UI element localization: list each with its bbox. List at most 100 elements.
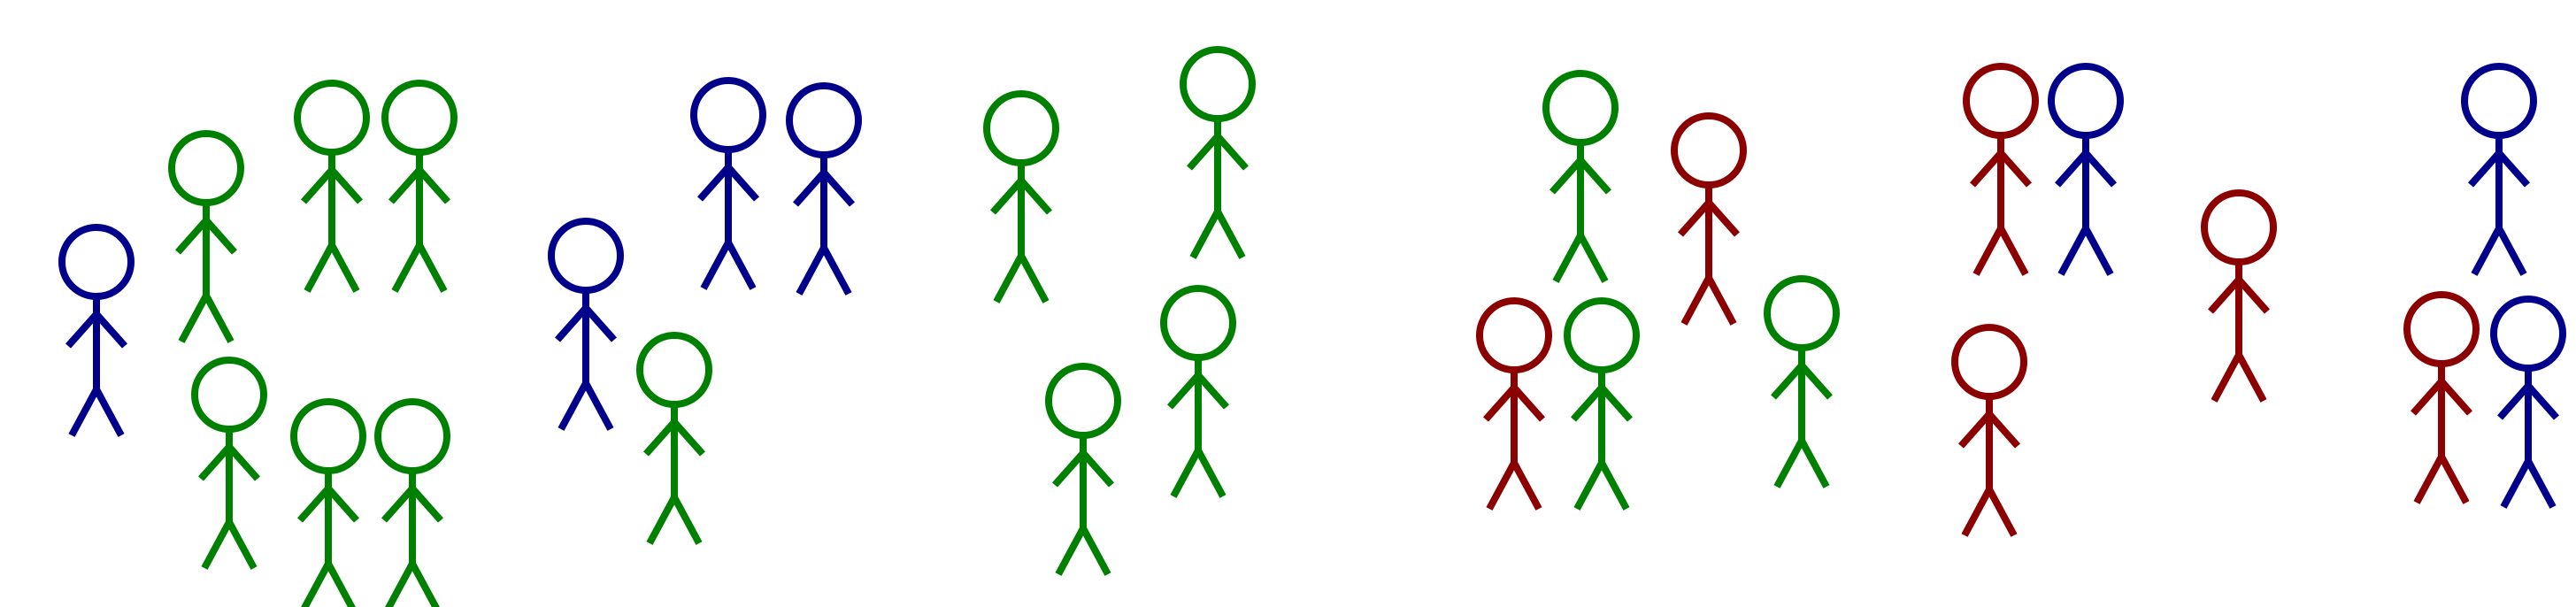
figure-right-arm: [672, 419, 705, 457]
figure-left-arm: [198, 444, 232, 481]
figure-head: [2403, 291, 2480, 367]
figure-right-arm: [204, 218, 237, 255]
figure-head: [2461, 63, 2537, 139]
figure-left-arm: [2468, 150, 2502, 188]
figure-left-leg: [2057, 227, 2089, 276]
figure-head: [168, 130, 244, 206]
figure-right-arm: [2526, 383, 2559, 420]
figure-right-arm: [410, 486, 443, 523]
stick-figure-icon: [1045, 363, 1121, 576]
figure-left-arm: [1187, 134, 1220, 171]
group-4: [1476, 70, 1840, 511]
figure-left-leg: [2500, 459, 2532, 509]
figure-right-leg: [2495, 227, 2527, 276]
group-3: [983, 46, 1256, 576]
stick-figure-icon: [2403, 291, 2480, 504]
figure-left-leg: [646, 496, 678, 545]
figure-right-leg: [226, 520, 258, 570]
figure-right-arm: [1799, 363, 1833, 400]
stick-figure-icon: [1476, 297, 1552, 511]
figure-head: [374, 398, 450, 474]
figure-head: [1476, 297, 1552, 373]
figure-right-leg: [2438, 455, 2470, 504]
figure-left-leg: [1055, 526, 1087, 576]
figure-left-arm: [175, 218, 209, 255]
group-1: [58, 80, 458, 607]
figure-right-leg: [203, 294, 235, 343]
figure-right-leg: [1511, 461, 1542, 511]
figure-right-leg: [1080, 526, 1111, 576]
figure-right-arm: [1196, 373, 1229, 410]
figure-left-arm: [643, 419, 677, 457]
figure-left-arm: [2411, 379, 2444, 416]
figure-head: [2201, 189, 2277, 265]
figure-right-leg: [325, 562, 356, 607]
stick-figure-icon: [2461, 63, 2537, 276]
figure-head: [636, 332, 712, 408]
figure-left-arm: [1771, 363, 1804, 400]
stick-figure-icon: [1963, 63, 2039, 276]
figure-head: [1564, 297, 1640, 373]
figure-left-arm: [381, 486, 415, 523]
figure-left-leg: [385, 562, 416, 607]
figure-left-leg: [68, 388, 100, 437]
figure-left-leg: [1773, 439, 1805, 488]
figure-left-leg: [1961, 488, 1993, 537]
group-6: [2403, 63, 2566, 509]
figure-head: [2048, 63, 2124, 139]
figure-left-leg: [1486, 461, 1518, 511]
figure-right-leg: [416, 243, 448, 293]
stick-figure-icon: [168, 130, 244, 343]
figure-head: [1160, 285, 1236, 361]
figure-right-leg: [2082, 227, 2114, 276]
group-5: [1951, 63, 2277, 537]
stick-figure-icon: [1160, 285, 1236, 498]
figure-left-arm: [297, 486, 331, 523]
figure-left-arm: [1483, 385, 1517, 422]
figure-left-leg: [391, 243, 423, 293]
stick-figure-icon: [636, 332, 712, 545]
stick-figure-icon: [58, 224, 135, 437]
stick-figure-icon: [381, 80, 458, 293]
figure-right-arm: [726, 165, 759, 202]
figure-head: [1951, 324, 2027, 400]
figure-right-arm: [227, 444, 260, 481]
figure-head: [1963, 63, 2039, 139]
figure-right-arm: [1511, 385, 1545, 422]
figure-right-arm: [2496, 150, 2530, 188]
figure-right-leg: [1577, 234, 1609, 283]
figure-head: [191, 357, 267, 433]
figure-left-leg: [178, 294, 210, 343]
figure-left-leg: [796, 246, 827, 296]
figure-left-arm: [990, 178, 1024, 215]
figure-left-arm: [1571, 385, 1604, 422]
figure-head: [1764, 275, 1840, 351]
figure-left-arm: [1167, 373, 1201, 410]
stick-figure-icon: [690, 77, 766, 290]
figure-left-leg: [1972, 227, 2004, 276]
figure-head: [1180, 46, 1256, 122]
figure-left-arm: [1549, 158, 1583, 195]
figure-right-arm: [821, 170, 855, 207]
figure-right-arm: [417, 167, 450, 204]
figure-right-leg: [582, 381, 614, 431]
stick-figure-icon: [983, 90, 1059, 304]
figure-head: [58, 224, 135, 300]
figure-right-leg: [2235, 353, 2267, 403]
stick-figure-icon: [191, 357, 267, 570]
figure-left-leg: [2413, 455, 2445, 504]
figure-head: [381, 80, 458, 156]
figure-right-arm: [2439, 379, 2472, 416]
figure-right-leg: [671, 496, 703, 545]
figure-left-arm: [388, 167, 422, 204]
figure-head: [983, 90, 1059, 166]
figure-left-leg: [1573, 461, 1605, 511]
figure-left-arm: [1678, 200, 1711, 237]
stick-figure-icon: [548, 218, 624, 431]
group-2: [548, 77, 862, 545]
figure-left-leg: [993, 254, 1025, 304]
figure-left-leg: [2211, 353, 2242, 403]
figure-head: [1045, 363, 1121, 439]
